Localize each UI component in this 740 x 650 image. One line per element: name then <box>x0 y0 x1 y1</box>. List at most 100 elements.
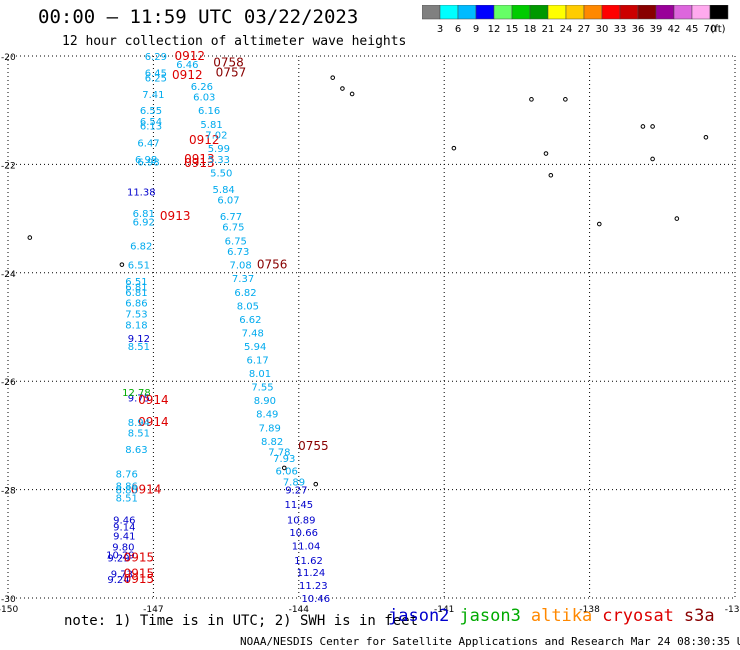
colorbar-swatch <box>709 5 729 20</box>
wave-height-label: 6.86 <box>125 299 147 310</box>
pass-time-label: 0913 <box>160 209 191 223</box>
wave-height-label: 8.94 <box>128 418 150 429</box>
wave-height-label: 6.26 <box>191 82 213 93</box>
wave-height-label: 6.51 <box>128 261 150 272</box>
pass-time-label: 0912 <box>172 68 203 82</box>
wave-height-label: 8.51 <box>128 342 150 353</box>
island-marker <box>313 481 319 487</box>
wave-height-label: 6.81 <box>125 282 147 293</box>
colorbar-label: 15 <box>506 24 519 35</box>
data-labels: 11.389.129.469.149.419.8010.299.299.739.… <box>106 49 330 605</box>
island-marker <box>349 91 355 97</box>
wave-height-label: 5.33 <box>208 155 230 166</box>
y-tick-label: -30 <box>1 595 16 605</box>
wave-height-label: 9.73 <box>111 570 133 581</box>
wave-height-label: 7.02 <box>205 131 227 142</box>
island-marker <box>340 86 345 91</box>
wave-height-label: 10.66 <box>289 528 318 539</box>
colorbar-label: 33 <box>614 24 627 35</box>
x-tick-label: -147 <box>143 605 163 615</box>
pass-time-label: 0915 <box>124 567 155 581</box>
island-outlines <box>27 75 709 487</box>
wave-height-label: 7.08 <box>230 261 252 272</box>
wave-height-label: 6.62 <box>239 315 261 326</box>
wave-height-label: 6.13 <box>140 121 162 132</box>
wave-height-label: 6.47 <box>137 139 159 150</box>
pass-time-label: 0912 <box>189 133 220 147</box>
wave-height-label: 6.81 <box>133 209 155 220</box>
wave-height-label: 7.48 <box>242 328 264 339</box>
wave-height-label: 9.41 <box>113 532 135 543</box>
colorbar-label: 18 <box>524 24 537 35</box>
wave-height-label: 6.25 <box>145 74 167 85</box>
legend-altika: altika <box>530 606 593 626</box>
x-tick-label: -138 <box>579 605 600 615</box>
wave-height-label: 8.18 <box>125 320 147 331</box>
wave-height-label: 6.77 <box>220 212 242 223</box>
wave-height-label: 5.99 <box>208 144 230 155</box>
legend-jason2: jason2 <box>388 606 450 626</box>
wave-height-label: 9.24 <box>107 575 129 586</box>
wave-height-label: 8.51 <box>128 429 150 440</box>
wave-height-label: 8.90 <box>254 396 276 407</box>
wave-height-label: 10.46 <box>301 594 330 605</box>
satellite-legend: jason2 jason3 altika cryosat s3a <box>388 606 725 626</box>
island-marker <box>596 221 602 227</box>
colorbar-label: 12 <box>488 24 501 35</box>
wave-height-label: 6.73 <box>227 247 249 258</box>
wave-height-label: 6.07 <box>217 196 239 207</box>
wave-height-label: 11.45 <box>284 500 313 511</box>
wave-height-label: 6.82 <box>234 288 256 299</box>
island-marker <box>451 145 457 151</box>
wave-height-label: 6.54 <box>140 117 162 128</box>
wave-height-label: 9.80 <box>112 543 134 554</box>
wave-height-label: 8.85 <box>116 486 138 497</box>
wave-height-label: 10.89 <box>287 515 316 526</box>
wave-height-label: 7.89 <box>283 477 305 488</box>
wave-height-label: 7.89 <box>259 423 281 434</box>
wave-height-label: 8.86 <box>116 481 138 492</box>
pass-time-label: 0914 <box>138 415 169 429</box>
wave-height-label: 7.93 <box>273 454 295 465</box>
colorbar-label: (ft) <box>710 24 725 35</box>
colorbar-label: 27 <box>578 24 591 35</box>
island-marker <box>529 97 534 102</box>
wave-height-label: 10.29 <box>106 551 135 562</box>
pass-time-label: 0756 <box>257 258 288 272</box>
wave-height-label: 6.98 <box>135 155 157 166</box>
wave-height-label: 6.55 <box>140 106 162 117</box>
wave-height-label: 5.84 <box>213 185 235 196</box>
island-marker <box>548 172 554 178</box>
island-marker <box>650 156 655 162</box>
x-tick-label: -144 <box>289 605 310 615</box>
colorbar-label: 21 <box>542 24 555 35</box>
wave-height-label: 6.75 <box>225 236 247 247</box>
wave-height-label: 9.14 <box>113 522 135 533</box>
island-marker <box>650 124 655 129</box>
colorbar-label: 3 <box>437 24 443 35</box>
pass-time-label: 0915 <box>124 550 155 564</box>
x-tick-label: -150 <box>0 605 18 615</box>
chart-subtitle: 12 hour collection of altimeter wave hei… <box>62 34 407 49</box>
wave-height-label: 5.81 <box>200 120 222 131</box>
wave-height-label: 8.63 <box>125 445 147 456</box>
y-tick-label: -26 <box>1 378 16 388</box>
wave-height-label: 7.55 <box>251 383 273 394</box>
pass-time-label: 0757 <box>216 65 247 79</box>
island-marker <box>119 262 125 267</box>
island-marker <box>281 465 287 471</box>
wave-height-label: 11.38 <box>127 188 156 199</box>
wave-height-label: 5.94 <box>244 342 266 353</box>
wave-height-label: 6.75 <box>222 223 244 234</box>
x-tick-label: -141 <box>434 605 454 615</box>
pass-time-label: 0913 <box>184 156 215 170</box>
wave-height-label: 9.75 <box>128 393 150 404</box>
wave-height-label: 6.16 <box>198 106 220 117</box>
axis-tick-labels: -20 -22 -24 -26 -28 -30-150 -147 -144 -141 -138 -1… <box>0 53 740 615</box>
wave-height-label: 9.46 <box>113 515 135 526</box>
y-tick-label: -28 <box>1 487 16 497</box>
island-marker <box>543 151 549 156</box>
credit-line: NOAA/NESDIS Center for Satellite Applica… <box>240 635 740 648</box>
wave-height-label: 8.82 <box>261 437 283 448</box>
